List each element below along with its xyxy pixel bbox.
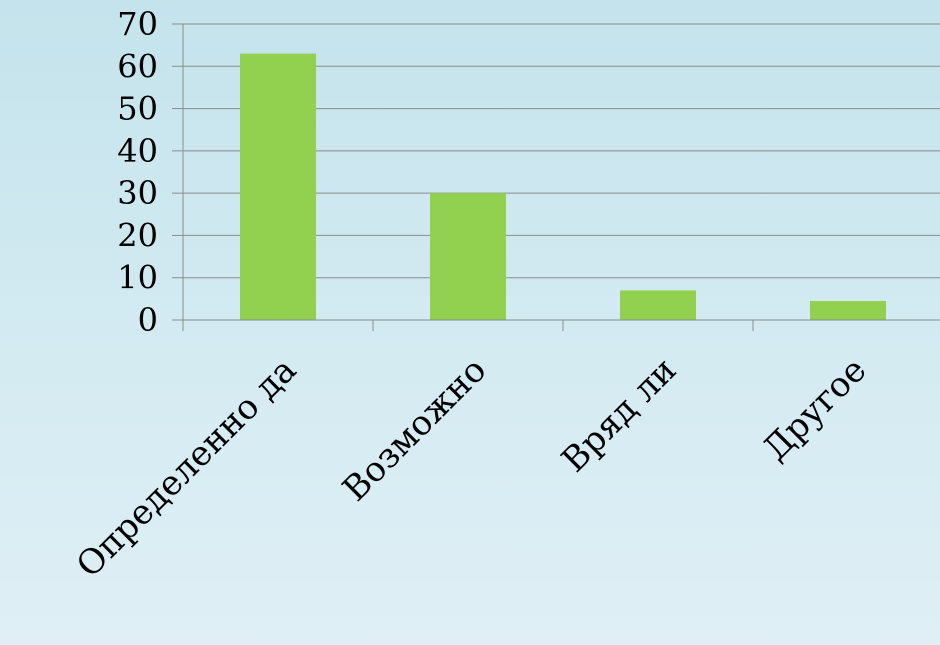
x-category-label-2: Вряд ли	[554, 350, 684, 480]
bar-1	[430, 193, 506, 320]
x-axis	[182, 24, 940, 331]
x-axis-category-labels: Определенно да Возможно Вряд ли Другое	[69, 350, 874, 585]
y-tick-label-50: 50	[117, 90, 158, 128]
y-tick-label-60: 60	[117, 47, 158, 85]
x-category-label-1: Возможно	[335, 350, 494, 509]
x-category-label-0: Определенно да	[69, 350, 304, 585]
y-tick-label-0: 0	[138, 301, 158, 339]
y-tick-label-20: 20	[117, 216, 158, 254]
bar-2	[620, 290, 696, 320]
y-tick-label-40: 40	[117, 132, 158, 170]
bars	[240, 53, 886, 320]
bar-3	[810, 300, 886, 320]
y-tick-label-70: 70	[117, 5, 158, 43]
bar-0	[240, 53, 316, 320]
x-category-label-3: Другое	[756, 350, 875, 469]
y-axis-tick-labels: 0 10 20 30 40 50 60 70	[117, 5, 158, 339]
y-tick-label-10: 10	[117, 259, 158, 297]
y-tick-label-30: 30	[117, 174, 158, 212]
